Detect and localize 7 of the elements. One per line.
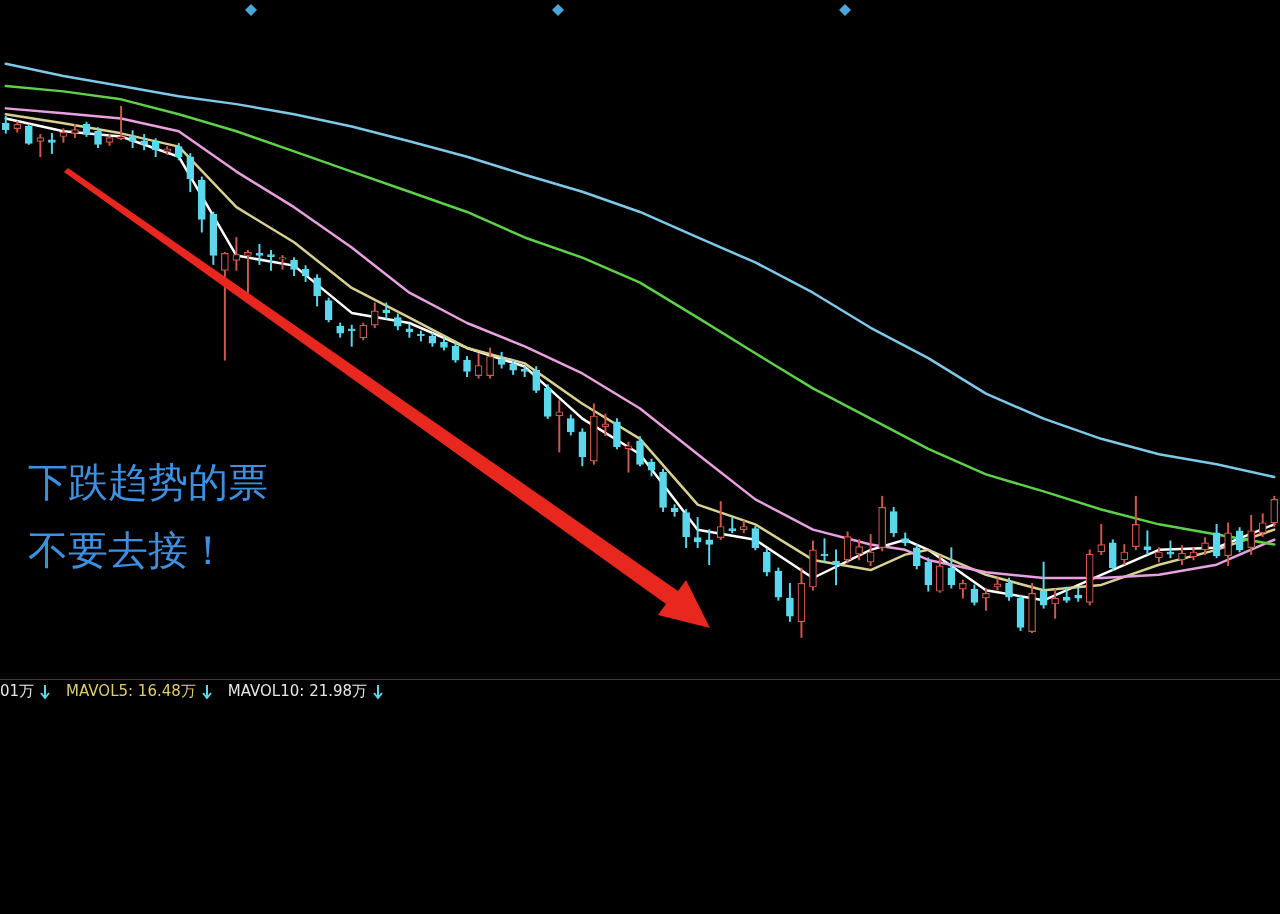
text: MAVOL10: 21.98万 — [227, 682, 368, 701]
candlestick — [117, 105, 125, 141]
candlestick — [244, 249, 252, 294]
text: 01万 — [0, 682, 35, 701]
annotation: 下跌趋势的票 — [28, 458, 268, 506]
annotation: 不要去接！ — [28, 526, 228, 574]
text: MAVOL5: 16.48万 — [66, 682, 196, 701]
